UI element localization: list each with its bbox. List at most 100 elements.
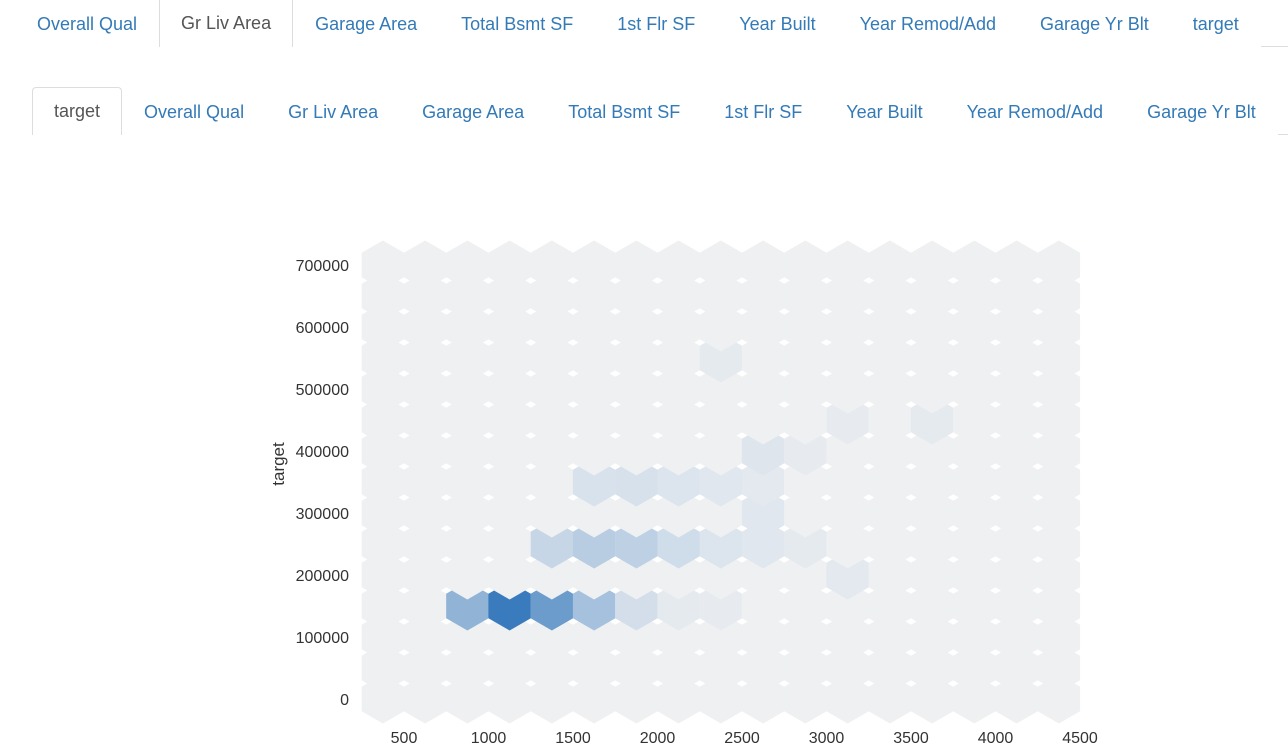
outer-tab-year-built[interactable]: Year Built bbox=[717, 1, 838, 47]
hex-cell-empty bbox=[657, 612, 700, 662]
inner-tab-bar: target Overall Qual Gr Liv Area Garage Area… bbox=[32, 87, 1288, 135]
hex-cell-empty bbox=[995, 302, 1038, 352]
hex-cell-empty bbox=[868, 240, 912, 290]
hex-cell-empty bbox=[1037, 488, 1081, 538]
hex-cell-empty bbox=[488, 488, 531, 538]
hex-cell-empty bbox=[1037, 457, 1081, 507]
inner-tab-overall-qual[interactable]: Overall Qual bbox=[122, 89, 267, 135]
hex-cell-empty bbox=[657, 333, 700, 383]
y-tick-label: 700000 bbox=[296, 258, 349, 275]
hex-cell-empty bbox=[826, 302, 869, 352]
hex-cell-empty bbox=[361, 302, 405, 352]
hex-cell-empty bbox=[403, 457, 447, 507]
y-tick-label: 400000 bbox=[296, 444, 349, 461]
outer-tab-target[interactable]: target bbox=[1170, 1, 1261, 47]
hex-cell-empty bbox=[699, 395, 743, 445]
outer-tab-total-bsmt-sf[interactable]: Total Bsmt SF bbox=[439, 1, 596, 47]
outer-tab-garage-area[interactable]: Garage Area bbox=[293, 1, 440, 47]
hex-cell-empty bbox=[403, 333, 447, 383]
outer-tab-year-remod-add[interactable]: Year Remod/Add bbox=[837, 1, 1019, 47]
hex-cell-empty bbox=[488, 426, 531, 476]
hex-cell-empty bbox=[530, 488, 574, 538]
hex-cell-empty bbox=[953, 519, 996, 569]
y-tick-labels: 0 100000 200000 300000 400000 500000 600000 700… bbox=[296, 258, 349, 709]
y-axis-label: target bbox=[269, 442, 288, 486]
hex-cell-empty bbox=[403, 488, 447, 538]
hex-cell-empty bbox=[657, 643, 700, 693]
y-tick-label: 300000 bbox=[296, 506, 349, 523]
hex-cell-empty bbox=[784, 395, 827, 445]
hex-cell-empty bbox=[953, 488, 996, 538]
hex-cell-empty bbox=[995, 271, 1038, 321]
x-tick-label: 1500 bbox=[555, 730, 591, 747]
inner-tab-gr-liv-area[interactable]: Gr Liv Area bbox=[266, 89, 401, 135]
outer-tab-garage-yr-blt[interactable]: Garage Yr Blt bbox=[1018, 1, 1171, 47]
inner-tab-target[interactable]: target bbox=[32, 87, 123, 135]
hex-cell bbox=[530, 581, 574, 631]
hex-cell-empty bbox=[488, 550, 531, 600]
hex-cell-empty bbox=[953, 581, 996, 631]
hex-cell-empty bbox=[657, 240, 700, 290]
hex-cell-empty bbox=[446, 612, 489, 662]
hex-cell-empty bbox=[572, 240, 616, 290]
hex-cell-empty bbox=[446, 271, 489, 321]
hex-cell bbox=[657, 457, 700, 507]
hex-cell-empty bbox=[403, 519, 447, 569]
inner-tab-garage-yr-blt[interactable]: Garage Yr Blt bbox=[1125, 89, 1278, 135]
hex-cell bbox=[699, 519, 743, 569]
hex-cell-empty bbox=[1037, 550, 1081, 600]
hex-cell-empty bbox=[572, 333, 616, 383]
hex-cell-empty bbox=[488, 457, 531, 507]
hex-cell-empty bbox=[868, 302, 912, 352]
hex-cell-empty bbox=[1037, 271, 1081, 321]
hex-cell-empty bbox=[741, 395, 785, 445]
hex-cell-empty bbox=[1037, 581, 1081, 631]
hex-cell-empty bbox=[953, 674, 996, 724]
hex-cell-empty bbox=[784, 457, 827, 507]
hex-cell-empty bbox=[784, 364, 827, 414]
hex-cell-empty bbox=[657, 426, 700, 476]
y-tick-label: 500000 bbox=[296, 382, 349, 399]
hex-cell-empty bbox=[953, 550, 996, 600]
hex-cell bbox=[826, 550, 869, 600]
hex-cell bbox=[657, 581, 700, 631]
hex-cell-empty bbox=[826, 333, 869, 383]
hex-cell-empty bbox=[615, 240, 658, 290]
hex-cell-empty bbox=[995, 240, 1038, 290]
hex-cell-empty bbox=[868, 457, 912, 507]
hex-cell-empty bbox=[572, 271, 616, 321]
hex-cell-empty bbox=[615, 550, 658, 600]
outer-tab-1st-flr-sf[interactable]: 1st Flr SF bbox=[595, 1, 718, 47]
hex-cell-empty bbox=[572, 364, 616, 414]
hex-cell-empty bbox=[784, 612, 827, 662]
hex-cell-empty bbox=[446, 457, 489, 507]
hex-cell-empty bbox=[741, 302, 785, 352]
hex-cell-empty bbox=[784, 674, 827, 724]
hex-cell-empty bbox=[868, 271, 912, 321]
hex-cell bbox=[741, 488, 785, 538]
hex-cell bbox=[572, 457, 616, 507]
hex-cell-empty bbox=[446, 240, 489, 290]
inner-tab-garage-area[interactable]: Garage Area bbox=[400, 89, 547, 135]
outer-tab-overall-qual[interactable]: Overall Qual bbox=[15, 1, 160, 47]
hex-cell-empty bbox=[826, 364, 869, 414]
hex-cell-empty bbox=[826, 240, 869, 290]
hex-cell-empty bbox=[1037, 333, 1081, 383]
inner-tab-total-bsmt-sf[interactable]: Total Bsmt SF bbox=[546, 89, 703, 135]
hex-cell-empty bbox=[572, 302, 616, 352]
outer-tab-gr-liv-area[interactable]: Gr Liv Area bbox=[159, 0, 294, 47]
hex-cell bbox=[699, 457, 743, 507]
hex-cell-empty bbox=[995, 488, 1038, 538]
hex-cell-empty bbox=[403, 674, 447, 724]
hex-cell bbox=[615, 457, 658, 507]
inner-tab-year-remod-add[interactable]: Year Remod/Add bbox=[944, 89, 1126, 135]
x-tick-label: 4500 bbox=[1062, 730, 1098, 747]
hex-cell bbox=[488, 581, 531, 631]
inner-tab-year-built[interactable]: Year Built bbox=[824, 89, 945, 135]
hex-cell-empty bbox=[488, 643, 531, 693]
y-tick-label: 600000 bbox=[296, 320, 349, 337]
hex-cell-empty bbox=[826, 643, 869, 693]
inner-tab-1st-flr-sf[interactable]: 1st Flr SF bbox=[702, 89, 825, 135]
hex-cell-empty bbox=[403, 271, 447, 321]
hex-cell-empty bbox=[868, 519, 912, 569]
